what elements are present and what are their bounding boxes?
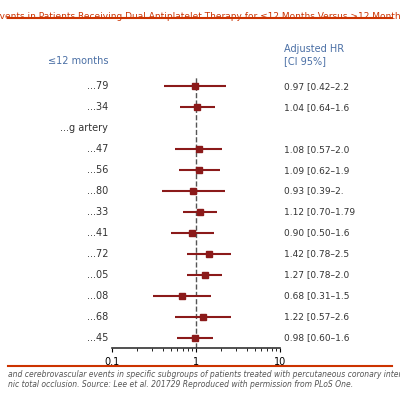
- Text: 1.22 [0.57–2.6: 1.22 [0.57–2.6: [284, 312, 349, 321]
- Text: Events in Patients Receiving Dual Antiplatelet Therapy for ≤12 Months Versus >12: Events in Patients Receiving Dual Antipl…: [0, 12, 400, 21]
- Text: ...45: ...45: [87, 332, 108, 342]
- Text: 1.27 [0.78–2.0: 1.27 [0.78–2.0: [284, 270, 349, 279]
- Text: 1.42 [0.78–2.5: 1.42 [0.78–2.5: [284, 249, 349, 258]
- Text: ...g artery: ...g artery: [60, 123, 108, 133]
- Text: 1.08 [0.57–2.0: 1.08 [0.57–2.0: [284, 145, 349, 154]
- Text: 0.68 [0.31–1.5: 0.68 [0.31–1.5: [284, 291, 350, 300]
- Text: ...56: ...56: [87, 165, 108, 175]
- Text: ...05: ...05: [87, 270, 108, 280]
- Text: ...79: ...79: [87, 82, 108, 92]
- Text: 1.04 [0.64–1.6: 1.04 [0.64–1.6: [284, 103, 349, 112]
- Text: ≤12 months: ≤12 months: [48, 56, 108, 66]
- Text: 0.97 [0.42–2.2: 0.97 [0.42–2.2: [284, 82, 349, 91]
- Text: 1.12 [0.70–1.79: 1.12 [0.70–1.79: [284, 208, 355, 216]
- Text: 0.93 [0.39–2.: 0.93 [0.39–2.: [284, 186, 344, 196]
- Text: 1.09 [0.62–1.9: 1.09 [0.62–1.9: [284, 166, 349, 175]
- Text: Adjusted HR
[CI 95%]: Adjusted HR [CI 95%]: [284, 44, 344, 66]
- Text: 0.98 [0.60–1.6: 0.98 [0.60–1.6: [284, 333, 350, 342]
- Text: ...33: ...33: [87, 207, 108, 217]
- Text: and cerebrovascular events in specific subgroups of patients treated with percut: and cerebrovascular events in specific s…: [8, 370, 400, 390]
- Text: ...41: ...41: [87, 228, 108, 238]
- Text: ...72: ...72: [86, 249, 108, 259]
- Text: ...34: ...34: [87, 102, 108, 112]
- Text: ...08: ...08: [87, 291, 108, 301]
- Text: ...68: ...68: [87, 312, 108, 322]
- Text: ...80: ...80: [87, 186, 108, 196]
- Text: ...47: ...47: [87, 144, 108, 154]
- Text: 0.90 [0.50–1.6: 0.90 [0.50–1.6: [284, 228, 350, 238]
